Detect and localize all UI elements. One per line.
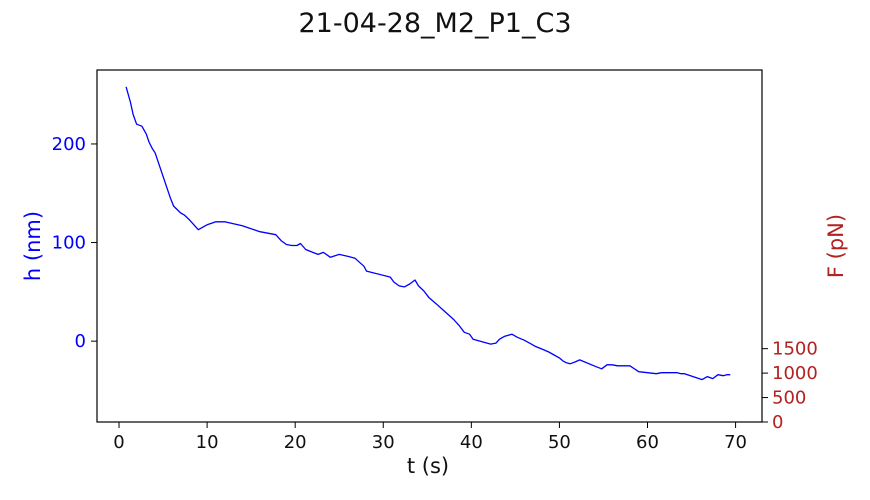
y-axis-left-label: h (nm) xyxy=(21,211,45,281)
x-tick-label: 70 xyxy=(724,432,747,453)
y-right-tick-label: 1000 xyxy=(772,363,818,384)
x-tick-label: 60 xyxy=(636,432,659,453)
x-tick-label: 30 xyxy=(372,432,395,453)
x-axis-label: t (s) xyxy=(407,454,449,478)
plot-frame xyxy=(96,69,763,423)
x-tick-label: 40 xyxy=(460,432,483,453)
y-right-tick-label: 1500 xyxy=(772,339,818,360)
y-left-tick-label: 0 xyxy=(75,331,86,352)
y-right-tick-label: 500 xyxy=(772,388,806,409)
series-line-0 xyxy=(125,86,731,381)
chart-title: 21-04-28_M2_P1_C3 xyxy=(298,8,571,39)
y-axis-right-label: F (pN) xyxy=(824,214,848,278)
y-left-tick-label: 200 xyxy=(52,134,86,155)
plot-area xyxy=(125,86,731,381)
y-left-tick-label: 100 xyxy=(52,233,86,254)
x-tick-label: 10 xyxy=(196,432,219,453)
axes: 0 10 20 30 40 50 60 70 0 100 200 0 500 1000 1500 xyxy=(52,134,818,453)
x-tick-label: 50 xyxy=(548,432,571,453)
x-tick-label: 20 xyxy=(284,432,307,453)
y-right-tick-label: 0 xyxy=(772,412,783,433)
x-tick-label: 0 xyxy=(113,432,124,453)
